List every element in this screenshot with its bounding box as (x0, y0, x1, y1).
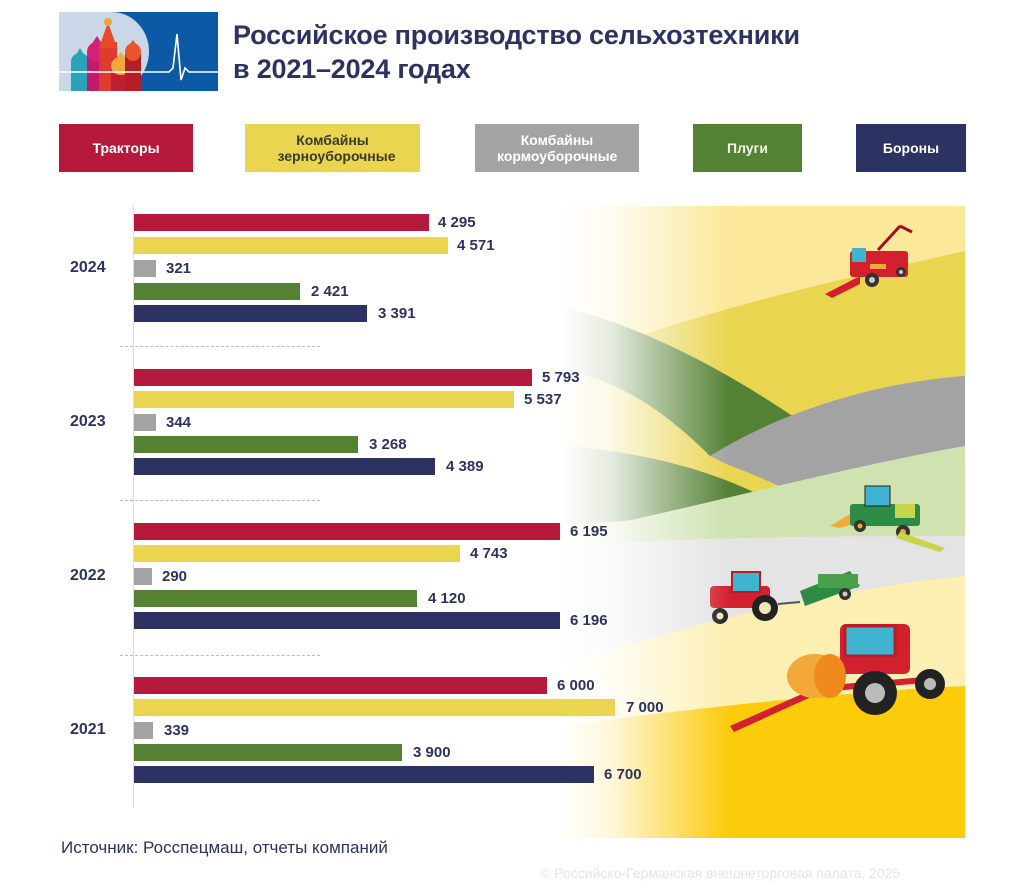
value-label: 339 (164, 722, 190, 739)
bar-2023-forage-combines (134, 414, 156, 431)
value-label: 4 571 (457, 237, 495, 254)
value-label: 4 295 (438, 214, 476, 231)
bar-2023-grain-combines (134, 391, 514, 408)
bar-2024-plows (134, 283, 300, 300)
bar-2021-plows (134, 744, 402, 761)
forage-harvester-icon (830, 485, 945, 552)
tractor-with-sprayer-icon (730, 624, 945, 732)
value-label: 6 195 (570, 523, 608, 540)
bar-2022-plows (134, 590, 417, 607)
group-separator (120, 655, 320, 656)
bar-2022-forage-combines (134, 568, 152, 585)
bar-2024-tractors (134, 214, 429, 231)
value-label: 6 000 (557, 677, 595, 694)
year-label-2023: 2023 (70, 413, 106, 430)
value-label: 5 537 (524, 391, 562, 408)
bar-2022-tractors (134, 523, 560, 540)
value-label: 321 (166, 260, 192, 277)
value-label: 290 (162, 568, 188, 585)
bar-2021-harrows (134, 766, 594, 783)
title-line-2: в 2021–2024 годах (233, 54, 471, 84)
legend-item-forage-combines: Комбайны кормоуборочные (475, 124, 639, 172)
illustration-fade (560, 206, 730, 838)
value-label: 6 196 (570, 612, 608, 629)
bar-2023-harrows (134, 458, 435, 475)
value-label: 4 389 (446, 458, 484, 475)
copyright-note: © Российско-Германская внешнеторговая па… (540, 865, 901, 881)
bar-2021-tractors (134, 677, 547, 694)
bar-2024-grain-combines (134, 237, 448, 254)
bar-2023-tractors (134, 369, 532, 386)
logo (59, 12, 218, 91)
year-label-2024: 2024 (70, 259, 106, 276)
year-label-2022: 2022 (70, 567, 106, 584)
bar-2023-plows (134, 436, 358, 453)
combine-harvester-icon (825, 224, 913, 298)
value-label: 7 000 (626, 699, 664, 716)
group-separator (120, 500, 320, 501)
y-axis-line (133, 205, 134, 808)
bar-2024-forage-combines (134, 260, 156, 277)
legend-item-harrows: Бороны (856, 124, 966, 172)
bar-2022-grain-combines (134, 545, 460, 562)
value-label: 344 (166, 414, 192, 431)
page-title: Российское производство сельхозтехники в… (233, 18, 800, 86)
value-label: 2 421 (311, 283, 349, 300)
value-label: 4 120 (428, 590, 466, 607)
legend-item-grain-combines: Комбайны зерноуборочные (245, 124, 420, 172)
title-line-1: Российское производство сельхозтехники (233, 20, 800, 50)
value-label: 6 700 (604, 766, 642, 783)
source-note: Источник: Росспецмаш, отчеты компаний (61, 838, 388, 857)
value-label: 3 900 (413, 744, 451, 761)
year-label-2021: 2021 (70, 721, 106, 738)
legend-item-plows: Плуги (693, 124, 802, 172)
bar-2021-forage-combines (134, 722, 153, 739)
value-label: 3 268 (369, 436, 407, 453)
value-label: 4 743 (470, 545, 508, 562)
legend-item-tractors: Тракторы (59, 124, 193, 172)
kremlin-domes-icon (59, 18, 218, 91)
group-separator (120, 346, 320, 347)
value-label: 3 391 (378, 305, 416, 322)
bar-2022-harrows (134, 612, 560, 629)
value-label: 5 793 (542, 369, 580, 386)
bar-2021-grain-combines (134, 699, 615, 716)
bar-2024-harrows (134, 305, 367, 322)
